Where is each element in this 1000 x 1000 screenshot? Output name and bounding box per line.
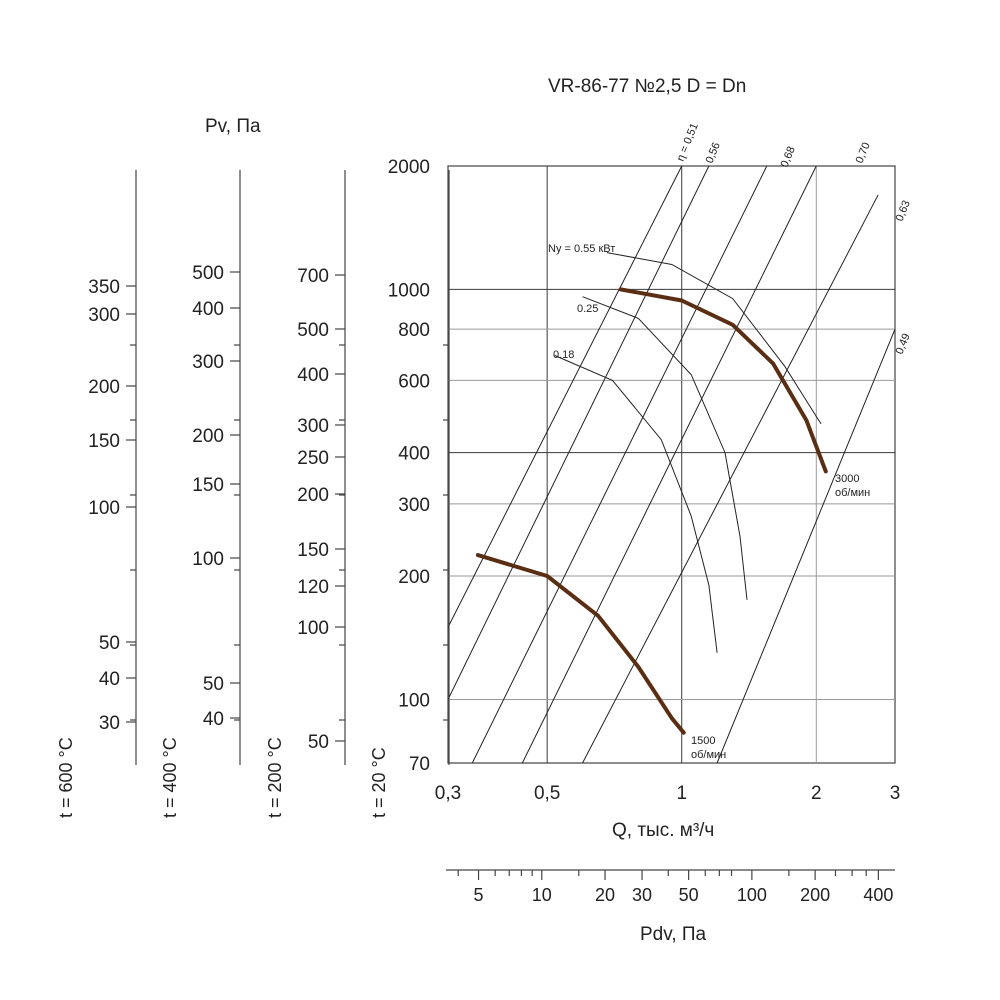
- pdv-tick-label: 10: [532, 885, 552, 905]
- y-tick-label: 100: [398, 690, 430, 711]
- y-tick-label: 2000: [388, 157, 430, 178]
- y-axis-label: Pv, Па: [205, 116, 261, 137]
- efficiency-line: [471, 165, 768, 764]
- x-tick-label: 2: [811, 783, 822, 804]
- efficiency-line: [582, 194, 879, 764]
- y-tick-label: 70: [409, 754, 430, 775]
- y-tick-label: 1000: [388, 280, 430, 301]
- speed-label-unit: об/мин: [691, 749, 726, 761]
- scale-tick-label: 700: [297, 266, 329, 287]
- plot-frame: [447, 165, 896, 764]
- efficiency-label: 0,70: [854, 141, 873, 165]
- pdv-scale: 5 10 20 30 50 100 200 400: [446, 869, 895, 905]
- speed-label-unit: об/мин: [835, 487, 870, 499]
- efficiency-label: 0,63: [894, 199, 913, 223]
- pdv-tick-label: 5: [474, 885, 484, 905]
- scale-tick-label: 100: [297, 618, 329, 639]
- efficiency-line: [521, 165, 817, 764]
- y-tick-label: 200: [398, 567, 430, 588]
- scale-tick-label: 200: [192, 426, 224, 447]
- power-curve: [554, 355, 718, 653]
- scale-tick-label: 100: [192, 549, 224, 570]
- scale-tick-label: 50: [308, 732, 329, 753]
- scale-tick-label: 300: [297, 416, 329, 437]
- plot-area: 0,3 0,5 1 2 3 70 100 200 300 400 600 800 1000 2000 η =…: [388, 121, 913, 804]
- scale-tick-label: 500: [192, 263, 224, 284]
- scale-tick-label: 40: [203, 709, 224, 730]
- scale-tick-label: 500: [297, 320, 329, 341]
- efficiency-label: 0,49: [894, 332, 913, 356]
- efficiency-label: η = 0,51: [675, 121, 701, 163]
- x-axis-label: Q, тыс. м³/ч: [612, 820, 714, 841]
- scale-tick-label: 40: [99, 669, 120, 690]
- power-curve: [582, 296, 748, 600]
- power-label: Ny = 0.55 кВт: [548, 243, 615, 255]
- pdv-tick-label: 20: [595, 885, 615, 905]
- scale-label: t = 400 °C: [160, 737, 180, 818]
- scale-tick-label: 400: [297, 365, 329, 386]
- scale-tick-label: 400: [192, 299, 224, 320]
- power-curve: [606, 252, 822, 425]
- scale-label: t = 600 °C: [56, 737, 76, 818]
- efficiency-label: 0,56: [704, 141, 723, 165]
- scale-tick-label: 350: [88, 277, 120, 298]
- pdv-tick-label: 200: [800, 885, 830, 905]
- efficiency-line: [716, 328, 896, 764]
- scale-tick-label: 200: [297, 485, 329, 506]
- chart-title: VR-86-77 №2,5 D = Dn: [548, 76, 746, 97]
- scale-tick-label: 150: [297, 540, 329, 561]
- scale-tick-label: 150: [88, 431, 120, 452]
- x-tick-label: 0,3: [435, 783, 461, 804]
- pdv-axis-label: Pdv, Па: [640, 924, 707, 945]
- power-label: 0.25: [577, 303, 598, 315]
- efficiency-line: [447, 165, 683, 628]
- power-label: 0.18: [553, 349, 574, 361]
- x-tick-label: 3: [890, 783, 901, 804]
- scale-tick-label: 150: [192, 475, 224, 496]
- scale-tick-label: 120: [297, 577, 329, 598]
- scale-tick-label: 250: [297, 448, 329, 469]
- y-tick-label: 800: [398, 320, 430, 341]
- scale-tick-label: 300: [88, 305, 120, 326]
- speed-curve: [475, 553, 686, 735]
- y-tick-label: 400: [398, 444, 430, 465]
- y-tick-label: 600: [398, 371, 430, 392]
- scale-tick-label: 30: [99, 713, 120, 734]
- speed-label-rpm: 1500: [691, 735, 715, 747]
- pdv-tick-label: 30: [632, 885, 652, 905]
- scale-tick-label: 50: [99, 633, 120, 654]
- efficiency-line: [447, 165, 710, 700]
- scale-tick-label: 200: [88, 377, 120, 398]
- pdv-tick-label: 50: [679, 885, 699, 905]
- y-tick-label: 300: [398, 495, 430, 516]
- speed-curve: [618, 287, 828, 474]
- scale-tick-label: 50: [203, 674, 224, 695]
- pdv-tick-label: 400: [863, 885, 893, 905]
- scale-label: t = 20 °C: [369, 747, 389, 818]
- pdv-tick-label: 100: [737, 885, 767, 905]
- x-tick-label: 1: [676, 783, 687, 804]
- scale-label: t = 200 °C: [265, 737, 285, 818]
- scale-tick-label: 100: [88, 498, 120, 519]
- x-tick-label: 0,5: [534, 783, 560, 804]
- temperature-scales: 350 300 200 150 100 50 40 30 t = 600 °C 500 400 300…: [56, 170, 450, 818]
- scale-tick-label: 300: [192, 352, 224, 373]
- speed-label-rpm: 3000: [835, 473, 859, 485]
